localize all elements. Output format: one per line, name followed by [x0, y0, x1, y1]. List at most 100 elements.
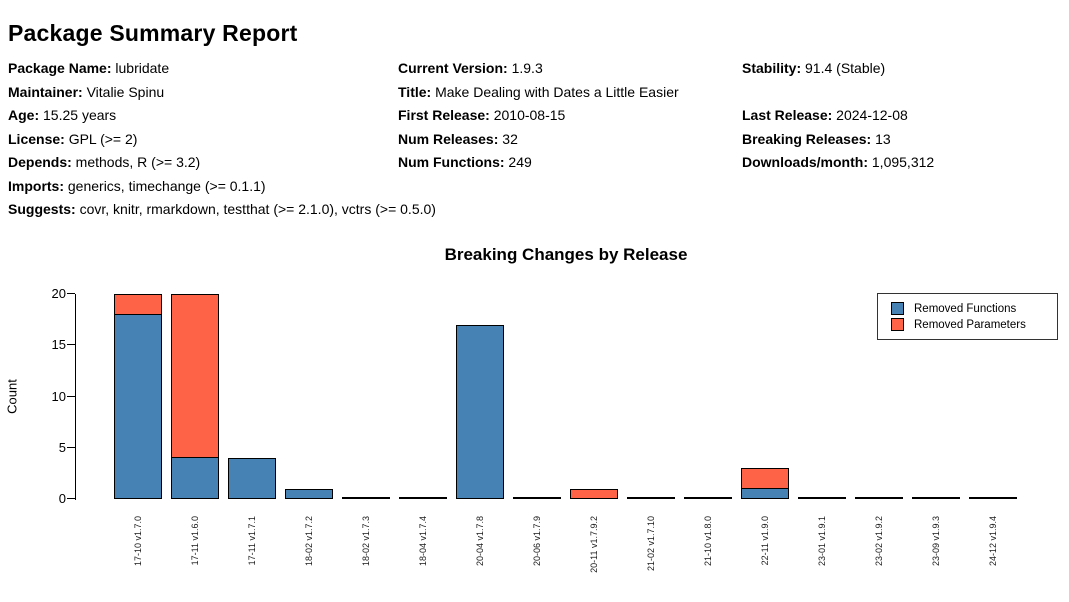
y-tick-mark: [67, 293, 75, 295]
bar-slot: [964, 294, 1021, 499]
legend-item: Removed Functions: [891, 302, 1057, 315]
info-column-right: Stability: 91.4 (Stable) Last Release: 20…: [742, 57, 934, 175]
legend-swatch: [891, 318, 904, 331]
field-label: Current Version:: [398, 60, 508, 76]
bar-stack: [227, 458, 276, 499]
field-label: Maintainer:: [8, 83, 83, 100]
x-tick-label: 20-04 v1.7.8: [474, 516, 485, 567]
x-axis-labels: 17-10 v1.7.0 17-11 v1.6.0 17-11 v1.7.1 18-0…: [76, 507, 1021, 597]
field-label: Depends:: [8, 154, 72, 170]
field-value: lubridate: [111, 60, 170, 76]
field-label: Suggests:: [8, 201, 76, 217]
info-line: Current Version: 1.9.3: [398, 57, 679, 81]
x-tick-label: 17-10 v1.7.0: [132, 516, 143, 567]
bar-segment-removed-parameters: [569, 488, 618, 499]
info-line: Last Release: 2024-12-08: [742, 104, 934, 128]
bar-plot-area: [76, 294, 1021, 499]
x-tick-label: 17-11 v1.6.0: [189, 516, 200, 566]
field-label: Num Releases:: [398, 130, 499, 147]
info-column-middle: Current Version: 1.9.3 Title: Make Dealin…: [398, 57, 679, 175]
x-label-slot: 22-11 v1.9.0: [736, 507, 793, 597]
field-label: Breaking Releases:: [742, 130, 872, 147]
info-line: Maintainer: Vitalie Spinu: [8, 81, 436, 105]
y-tick-label: 0: [58, 491, 66, 506]
field-value: Make Dealing with Dates a Little Easier: [431, 83, 679, 100]
info-line: Downloads/month: 1,095,312: [742, 151, 934, 175]
x-tick-label: 23-09 v1.9.3: [930, 516, 941, 567]
zero-value-bar: [854, 497, 903, 499]
bar-stack: [569, 488, 618, 499]
bar-stack: [455, 324, 504, 499]
x-tick-label: 18-02 v1.7.3: [360, 516, 371, 567]
x-label-slot: 20-06 v1.7.9: [508, 507, 565, 597]
y-tick-mark: [67, 498, 75, 500]
x-tick-label: 20-11 v1.7.9.2: [588, 516, 599, 573]
bar-segment-removed-functions: [740, 488, 789, 499]
bar-segment-removed-parameters: [740, 468, 789, 489]
y-tick-mark: [67, 446, 75, 448]
info-line: License: GPL (>= 2): [8, 128, 436, 152]
field-value: Vitalie Spinu: [82, 83, 165, 100]
legend-swatch: [891, 302, 904, 315]
field-label: Num Functions:: [398, 154, 505, 170]
bar-slot: [508, 294, 565, 499]
bar-slot: [394, 294, 451, 499]
bar-slot: [223, 294, 280, 499]
field-label: Downloads/month:: [742, 154, 868, 170]
bar-segment-removed-functions: [284, 488, 333, 499]
field-label: Stability:: [742, 60, 802, 76]
info-line: Age: 15.25 years: [8, 104, 436, 128]
field-value: 1.9.3: [507, 60, 543, 76]
zero-value-bar: [797, 497, 846, 499]
field-value: covr, knitr, rmarkdown, testthat (>= 2.1…: [75, 201, 436, 217]
info-line: Stability: 91.4 (Stable): [742, 57, 934, 81]
bar-segment-removed-functions: [455, 324, 504, 499]
x-label-slot: 20-04 v1.7.8: [451, 507, 508, 597]
y-axis-title: Count: [4, 379, 20, 414]
y-axis-line: [74, 293, 76, 500]
bar-stack: [113, 294, 162, 499]
info-line: [742, 81, 934, 105]
bar-stack: [284, 488, 333, 499]
field-value: 249: [504, 154, 532, 170]
field-label: Package Name:: [8, 60, 112, 76]
info-line: Suggests: covr, knitr, rmarkdown, testth…: [8, 198, 436, 222]
bar-slot: [793, 294, 850, 499]
x-label-slot: 21-02 v1.7.10: [622, 507, 679, 597]
bar-slot: [736, 294, 793, 499]
field-value: 2024-12-08: [832, 107, 908, 123]
x-label-slot: 24-12 v1.9.4: [964, 507, 1021, 597]
field-value: 15.25 years: [39, 107, 117, 123]
x-tick-label: 20-06 v1.7.9: [531, 516, 542, 567]
field-value: 13: [871, 130, 891, 147]
bar-slot: [565, 294, 622, 499]
bar-segment-removed-functions: [170, 458, 219, 499]
bar-segment-removed-functions: [227, 458, 276, 499]
x-tick-label: 22-11 v1.9.0: [759, 516, 770, 566]
field-label: Age:: [8, 107, 40, 123]
field-value: 32: [498, 130, 518, 147]
field-label: Last Release:: [742, 107, 833, 123]
chart-legend: Removed Functions Removed Parameters: [877, 293, 1058, 340]
x-tick-label: 18-02 v1.7.2: [303, 516, 314, 567]
field-label: First Release:: [398, 107, 490, 123]
bar-slot: [280, 294, 337, 499]
legend-label: Removed Functions: [914, 302, 1017, 315]
x-label-slot: 18-02 v1.7.2: [280, 507, 337, 597]
bar-slot: [622, 294, 679, 499]
zero-value-bar: [341, 497, 390, 499]
x-tick-label: 23-01 v1.9.1: [816, 516, 827, 567]
y-tick-label: 20: [51, 286, 66, 301]
x-tick-label: 23-02 v1.9.2: [873, 516, 884, 567]
zero-value-bar: [626, 497, 675, 499]
bar-stack: [740, 468, 789, 499]
info-line: Depends: methods, R (>= 3.2): [8, 151, 436, 175]
bar-stack: [170, 294, 219, 499]
field-value: GPL (>= 2): [64, 130, 138, 147]
y-tick-mark: [67, 344, 75, 346]
field-label: Imports:: [8, 177, 64, 194]
bar-segment-removed-parameters: [170, 294, 219, 458]
info-line: Package Name: lubridate: [8, 57, 436, 81]
x-label-slot: 17-11 v1.7.1: [223, 507, 280, 597]
info-line: Breaking Releases: 13: [742, 128, 934, 152]
